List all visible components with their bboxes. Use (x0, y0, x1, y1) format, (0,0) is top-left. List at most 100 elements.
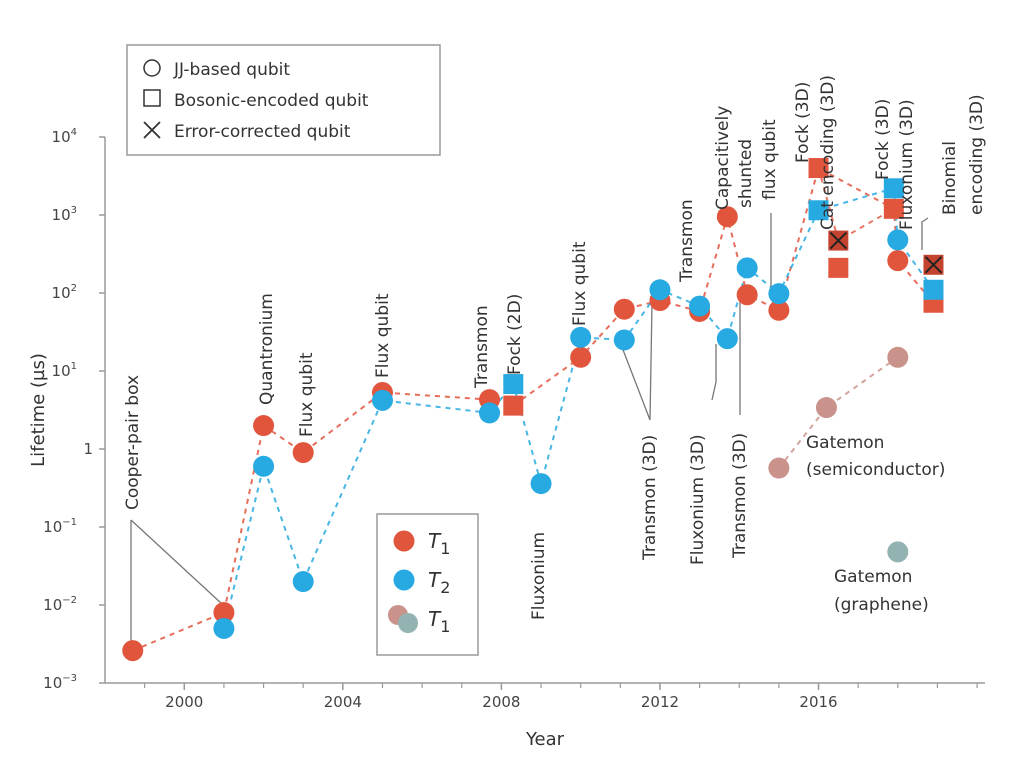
data-point-circle (371, 389, 393, 411)
annotation-label: encoding (3D) (967, 94, 987, 215)
y-tick-label: 104 (52, 127, 77, 146)
x-mark-icon (924, 256, 943, 274)
y-tick-label: 10−2 (43, 595, 77, 614)
annotation-leader-line (649, 302, 653, 421)
series-legend (376, 513, 479, 656)
data-point-circle (479, 402, 501, 424)
x-tick-label: 2008 (482, 693, 520, 711)
annotation-leader-line (619, 341, 651, 421)
annotation-label: Fluxonium (3D) (688, 434, 708, 565)
annotation-label: Capacitively (713, 106, 733, 210)
data-point-circle (253, 455, 275, 477)
marker-legend-label: JJ-based qubit (173, 60, 290, 80)
annotation-label: Fock (2D) (505, 294, 525, 375)
data-point-circle (613, 298, 635, 320)
annotation-label: (semiconductor) (806, 460, 945, 480)
t1-legend-marker (393, 530, 415, 552)
y-tick-label: 10−3 (43, 673, 77, 692)
annotation-label: Gatemon (806, 433, 884, 453)
data-point-circle (570, 326, 592, 348)
data-point-circle (887, 346, 909, 368)
annotation-leader-line (711, 344, 717, 401)
data-point-circle (768, 299, 790, 321)
data-point-square (923, 279, 944, 300)
data-point-circle (689, 295, 711, 317)
annotation-label: Flux qubit (373, 293, 393, 378)
data-point-circle (649, 279, 671, 301)
annotation-label: Quantronium (257, 293, 277, 405)
marker-legend-label: Error-corrected qubit (174, 122, 351, 142)
data-point-square (883, 178, 904, 199)
marker-legend-label: Bosonic-encoded qubit (174, 91, 369, 111)
x-mark-icon (829, 231, 848, 250)
series-legend-label: T1 (428, 529, 450, 558)
annotation-label: (graphene) (834, 595, 929, 615)
t1-trend-line (132, 166, 935, 652)
annotation-label: Fock (3D) (873, 99, 893, 180)
data-point-circle (815, 397, 837, 419)
t2-trend-line (222, 186, 935, 629)
annotation-label: Fock (3D) (793, 82, 813, 163)
y-tick-label: 10−1 (43, 517, 77, 536)
data-point-circle (292, 442, 314, 464)
annotation-leader-line (921, 217, 929, 250)
data-point-circle (570, 346, 592, 368)
annotation-label: Transmon (472, 305, 492, 389)
data-point-circle (887, 250, 909, 272)
x-tick-label: 2004 (324, 693, 362, 711)
data-point-circle (736, 284, 758, 306)
annotation-leader-line (130, 519, 223, 605)
y-tick-label: 103 (52, 205, 77, 224)
data-point-circle (213, 602, 235, 624)
annotation-label: shunted (736, 139, 756, 208)
data-point-circle (887, 541, 909, 563)
annotation-label: Gatemon (834, 567, 912, 587)
data-point-circle (716, 328, 738, 350)
annotation-label: Flux qubit (297, 352, 317, 437)
annotation-label: Binomial (940, 141, 960, 215)
y-axis-label: Lifetime (µs) (28, 353, 49, 467)
annotation-label: Cooper-pair box (123, 375, 143, 510)
data-point-circle (736, 257, 758, 279)
y-tick-label: 102 (52, 283, 77, 302)
y-tick-label: 1 (83, 440, 93, 458)
data-point-circle (530, 473, 552, 495)
series-legend-label: T1 (428, 607, 450, 636)
data-point-circle (213, 617, 235, 639)
data-point-square (808, 158, 829, 179)
marker-legend (126, 44, 441, 156)
t2-legend-marker (393, 569, 415, 591)
t1-gatemon-graphene-legend-marker (398, 613, 418, 633)
data-point-circle (253, 415, 275, 437)
annotation-label: Transmon (3D) (730, 433, 750, 559)
data-point-square (828, 257, 849, 278)
circle-icon (143, 59, 161, 77)
data-point-circle (768, 283, 790, 305)
annotation-label: Transmon (677, 199, 697, 283)
data-point-square (883, 198, 904, 219)
data-point-circle (768, 457, 790, 479)
data-point-square (503, 374, 524, 395)
annotation-label: Fluxonium (529, 532, 549, 620)
data-point-square (503, 395, 524, 416)
x-tick-label: 2000 (165, 693, 203, 711)
data-point-square (808, 200, 829, 221)
x-axis-label: Year (525, 729, 565, 750)
cross-icon (143, 121, 161, 139)
annotation-label: flux qubit (760, 119, 780, 200)
x-tick-label: 2012 (641, 693, 679, 711)
y-tick-label: 101 (52, 361, 77, 380)
data-point-circle (292, 571, 314, 593)
x-tick-label: 2016 (799, 693, 837, 711)
annotation-label: Transmon (3D) (640, 435, 660, 561)
square-icon (143, 89, 161, 107)
series-legend-label: T2 (428, 568, 450, 597)
annotation-label: Cat encoding (3D) (818, 75, 838, 230)
data-point-circle (716, 206, 738, 228)
data-point-circle (613, 329, 635, 351)
data-point-circle (122, 640, 144, 662)
annotation-label: Fluxonium (3D) (897, 99, 917, 230)
annotation-label: Flux qubit (570, 241, 590, 326)
data-point-circle (887, 229, 909, 251)
